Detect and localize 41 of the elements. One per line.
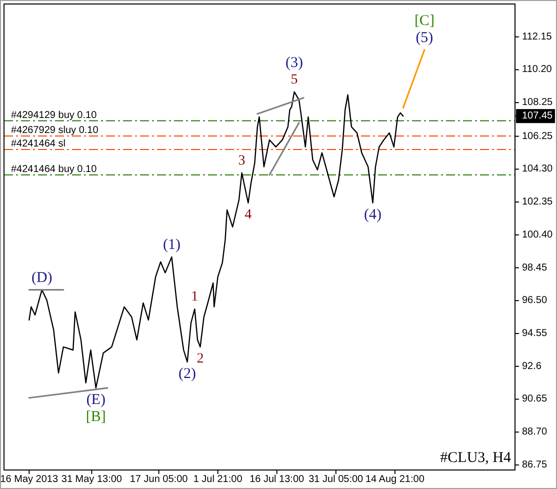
y-tick-label: 90.65 [522,394,548,405]
ref-line-label: #4241464 sl [11,138,66,150]
x-tick-label: 16 May 2013 [0,474,58,485]
x-tick-label: 31 May 13:00 [61,474,122,485]
annotation: [B] [86,408,106,425]
y-tick-label: 108.25 [522,97,554,108]
y-tick-label: 96.50 [522,295,548,306]
y-tick-label: 86.75 [522,459,548,470]
y-tick-label: 106.25 [522,130,554,142]
y-tick-label: 94.55 [522,328,548,339]
ref-line-label: #4294129 buy 0.10 [11,110,98,121]
y-tick-label: 98.45 [522,262,548,274]
annotation: 5 [290,72,298,88]
annotation: 4 [244,207,252,222]
ref-line-label: #4267929 sluy 0.10 [11,124,99,136]
x-tick-label: 14 Aug 21:00 [365,474,425,485]
y-tick-label: 112.15 [522,31,552,42]
annotation: (2) [178,366,196,382]
annotation: 2 [196,351,204,366]
annotation: 1 [191,290,198,305]
ref-line-label: #4241464 buy 0.10 [11,164,98,175]
annotation: (1) [162,236,180,253]
annotation: (D) [31,270,52,286]
y-tick-label: 107.45 [522,110,554,122]
annotation: [C] [414,12,434,29]
x-tick-label: 17 Jun 05:00 [130,474,188,485]
annotation: (4) [364,206,382,223]
x-tick-label: 16 Jul 13:00 [250,474,305,485]
x-tick-label: 31 Jul 05:00 [308,474,364,485]
annotation: (E) [86,392,106,408]
y-tick-label: 88.70 [522,426,548,438]
y-tick-label: 104.30 [522,164,554,175]
x-tick-label: 1 Jul 21:00 [193,474,243,485]
annotation: 3 [238,153,246,168]
y-tick-label: 110.20 [522,64,552,76]
annotation: (5) [416,30,434,46]
text: #CLU3, H4 [440,450,512,466]
y-tick-label: 102.35 [522,196,554,208]
y-tick-label: 92.6 [522,360,542,372]
annotation: (3) [286,54,304,71]
y-tick-label: 100.40 [522,229,554,240]
